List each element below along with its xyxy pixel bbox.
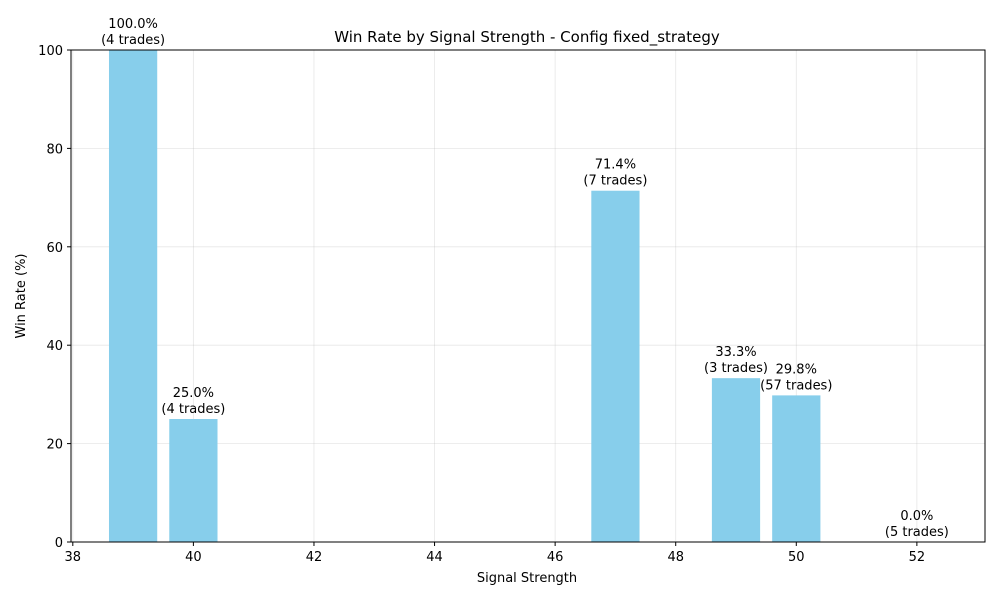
bar-value-label: 25.0% (173, 386, 214, 401)
y-axis-ticks: 0 20 40 60 80 100 (38, 44, 71, 551)
bar-value-label: 29.8% (776, 362, 817, 377)
bar (108, 50, 158, 542)
y-tick-label: 0 (55, 536, 63, 551)
bar-trades-label: (4 trades) (161, 402, 225, 417)
y-tick-label: 60 (46, 241, 63, 256)
bar-trades-label: (7 trades) (583, 174, 647, 189)
bar-trades-label: (57 trades) (760, 378, 832, 393)
x-axis-label: Signal Strength (477, 571, 577, 586)
x-tick-label: 42 (306, 550, 323, 565)
y-tick-label: 100 (38, 44, 63, 59)
x-tick-label: 44 (426, 550, 443, 565)
x-tick-label: 50 (788, 550, 805, 565)
x-tick-label: 52 (909, 550, 926, 565)
x-tick-label: 46 (547, 550, 564, 565)
plot-area-frame (70, 49, 986, 543)
bar-value-label: 71.4% (595, 158, 636, 173)
y-tick-label: 80 (46, 142, 63, 157)
bar (169, 419, 218, 542)
x-tick-label: 48 (667, 550, 684, 565)
bar (711, 378, 761, 542)
x-tick-label: 38 (65, 550, 82, 565)
bar (772, 395, 821, 542)
x-tick-label: 40 (185, 550, 202, 565)
bar (591, 190, 640, 542)
x-axis-ticks: 38 40 42 44 46 48 50 52 (65, 542, 926, 565)
y-axis-label: Win Rate (%) (14, 254, 29, 339)
bar-trades-label: (5 trades) (885, 525, 949, 540)
bar-trades-label: (3 trades) (704, 361, 768, 376)
bar-value-label: 100.0% (108, 17, 158, 32)
bar-trades-label: (4 trades) (101, 33, 165, 48)
y-tick-label: 20 (46, 438, 63, 453)
bars (108, 50, 821, 542)
bar-value-label: 33.3% (715, 345, 756, 360)
y-tick-label: 40 (46, 339, 63, 354)
bar-value-label: 0.0% (900, 509, 933, 524)
chart-title: Win Rate by Signal Strength - Config fix… (334, 28, 720, 47)
data-labels: 100.0%(4 trades)25.0%(4 trades)71.4%(7 t… (101, 17, 949, 540)
